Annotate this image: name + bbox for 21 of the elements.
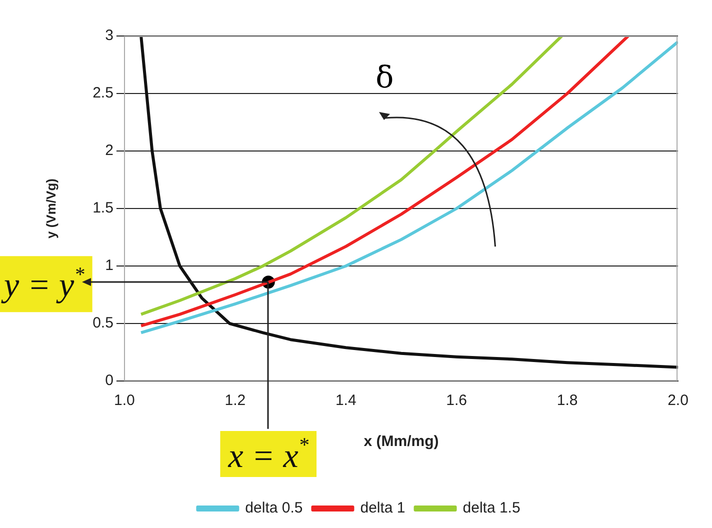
x-tick-label: 2.0 xyxy=(668,392,688,410)
x-tick-label: 1.4 xyxy=(335,392,356,410)
x-axis-title: x (Mm/mg) xyxy=(364,433,439,450)
y-axis-title: y (Vm/Vg) xyxy=(43,178,58,238)
legend-label: delta 1 xyxy=(360,500,406,517)
x-tick-label: 1.8 xyxy=(556,392,578,410)
y-tick-label: 2.5 xyxy=(92,84,114,102)
y-tick-label: 3 xyxy=(105,27,114,44)
annotation: y = y* xyxy=(1,264,86,304)
annotation: δ xyxy=(376,60,394,96)
y-tick-label: 0 xyxy=(105,372,114,390)
legend-label: delta 0.5 xyxy=(245,500,303,517)
y-tick-label: 0.5 xyxy=(92,314,114,332)
x-tick-label: 1.0 xyxy=(114,392,135,410)
y-tick-label: 1.5 xyxy=(92,200,114,217)
annotation: x = x* xyxy=(227,434,310,475)
y-tick-label: 1 xyxy=(105,257,114,274)
x-tick-label: 1.2 xyxy=(224,392,246,410)
legend-label: delta 1.5 xyxy=(462,500,520,517)
x-tick-label: 1.6 xyxy=(446,392,468,410)
y-tick-label: 2 xyxy=(105,142,114,160)
